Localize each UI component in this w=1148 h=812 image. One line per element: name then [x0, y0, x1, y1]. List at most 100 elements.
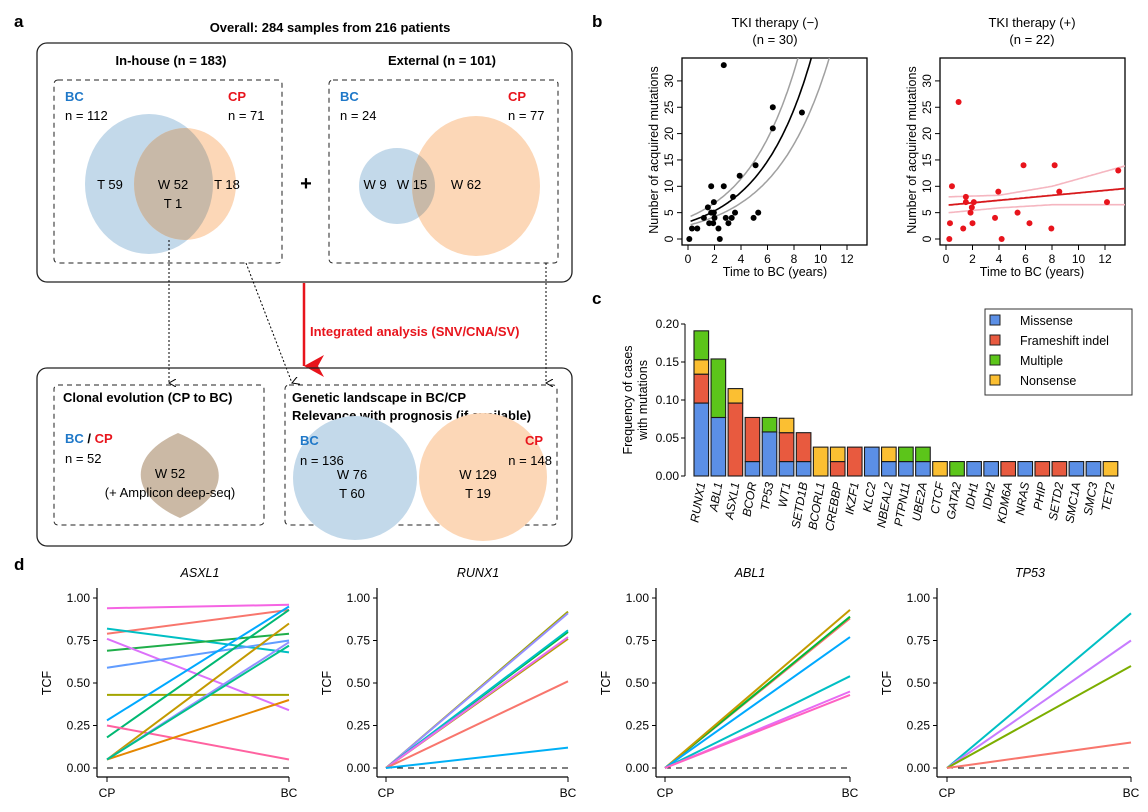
plot-title: ASXL1 [180, 566, 220, 580]
y-axis-label-line2: with mutations [636, 360, 650, 441]
data-point [730, 193, 737, 200]
plot-title: TKI therapy (−) [731, 15, 818, 30]
tcf-line [946, 665, 1132, 769]
data-point [732, 209, 739, 216]
y-axis-label-line1: Frequency of cases [621, 345, 635, 454]
tcf-plot-d-runx1: RUNX1 0.00 0.25 0.50 0.75 1.00 TCF CP BC [320, 566, 577, 800]
y-tick-label: 1.00 [907, 591, 931, 605]
scatter-plot-b-left: TKI therapy (−) (n = 30) 0 2 4 6 8 10 12 0 5 10 15 20… [647, 15, 868, 279]
data-point [722, 214, 729, 221]
x-tick-label: 10 [814, 252, 828, 266]
data-point [946, 236, 953, 242]
legend-label: Missense [1020, 314, 1073, 328]
inhouse-cp-label: CP [228, 89, 246, 104]
y-tick-label: 0.50 [626, 676, 650, 690]
bar-segment-missense [693, 402, 710, 477]
y-tick-label: 25 [920, 100, 934, 114]
y-tick-label: 0 [662, 235, 676, 242]
fit-line [690, 58, 813, 223]
y-tick-label: 0.75 [907, 634, 931, 648]
tcf-line [946, 639, 1132, 769]
x-tick-label: 0 [685, 252, 692, 266]
plot-title: TKI therapy (+) [988, 15, 1075, 30]
bar-segment-frameshift-indel [829, 461, 846, 477]
tcf-plot-d-abl1: ABL1 0.00 0.25 0.50 0.75 1.00 TCF CP BC [599, 566, 859, 800]
y-tick-label: 30 [662, 74, 676, 88]
data-point [736, 172, 743, 179]
tcf-line [106, 605, 290, 722]
landscape-cp-circle [419, 413, 547, 541]
external-cp-circle [412, 116, 540, 256]
y-tick-label: 10 [662, 179, 676, 193]
plot-subtitle: (n = 22) [1009, 32, 1054, 47]
y-tick-label: 0.20 [656, 317, 680, 331]
bar-segment-missense [1017, 461, 1034, 477]
data-point [1051, 162, 1058, 169]
panel-a-diagram: Overall: 284 samples from 216 patients I… [36, 20, 573, 547]
bar-segment-nonsense [1102, 461, 1119, 477]
landscape-dashed-box [284, 384, 558, 526]
tcf-line [946, 741, 1132, 769]
clonal-dashed-box [53, 384, 265, 526]
data-point [1020, 162, 1027, 169]
data-point [715, 225, 722, 232]
data-point [1115, 167, 1122, 174]
legend-swatch [989, 374, 1001, 386]
y-axis-label: TCF [40, 670, 54, 695]
panel-label-c: c [592, 289, 601, 308]
bar-segment-missense [898, 461, 914, 477]
category-label: RUNX1 [687, 481, 708, 524]
fit-lines [948, 165, 1125, 214]
y-tick-label: 0.00 [907, 761, 931, 775]
x-tick-label: 6 [1022, 252, 1029, 266]
plot-title: RUNX1 [457, 566, 499, 580]
x-axis-label: Time to BC (years) [723, 265, 827, 279]
legend-swatch [989, 354, 1001, 366]
y-tick-label: 0.25 [347, 719, 371, 733]
landscape-bc-label: BC [300, 433, 319, 448]
data-point [700, 214, 707, 221]
data-point [725, 220, 732, 227]
category-label: KLC2 [860, 481, 879, 513]
category-label: SMC3 [1081, 481, 1101, 517]
tcf-line [664, 675, 851, 769]
clonal-n: n = 52 [65, 451, 102, 466]
y-tick-label: 1.00 [626, 591, 650, 605]
data-point [955, 98, 962, 105]
bar-segment-missense [880, 461, 897, 477]
landscape-cp-w: W 129 [459, 467, 497, 482]
bar-segment-frameshift-indel [1034, 461, 1051, 477]
data-point [962, 193, 969, 200]
data-point [962, 199, 969, 206]
y-tick-label: 5 [662, 209, 676, 216]
bar-segment-frameshift-indel [693, 373, 710, 404]
y-tick-label: 0.00 [67, 761, 91, 775]
category-label: CTCF [928, 480, 947, 515]
bar-segment-nonsense [693, 359, 710, 375]
x-tick-label: 4 [996, 252, 1003, 266]
tcf-line [106, 644, 290, 761]
tcf-line [106, 603, 290, 610]
bar-segment-nonsense [812, 446, 829, 477]
data-point [708, 183, 715, 190]
tcf-line [946, 612, 1132, 769]
category-label: GATA2 [944, 481, 964, 521]
category-label: IDH2 [980, 481, 999, 511]
data-point [711, 214, 718, 221]
inhouse-cp-n: n = 71 [228, 108, 265, 123]
tcf-line [385, 636, 569, 769]
tcf-line [106, 608, 290, 635]
scatter-plot-b-right: TKI therapy (+) (n = 22) 0 2 4 6 8 10 12 0 5 10 15 20… [905, 15, 1126, 279]
landscape-cp-t: T 19 [465, 486, 491, 501]
data-point [1103, 199, 1110, 206]
category-label: TET2 [1099, 481, 1118, 513]
y-tick-label: 25 [662, 100, 676, 114]
x-tick-label: 8 [791, 252, 798, 266]
bar-segment-nonsense [932, 461, 948, 477]
x-tick-label: CP [99, 786, 116, 800]
tcf-line [106, 699, 290, 761]
legend-swatch [989, 334, 1001, 346]
y-tick-label: 0.50 [907, 676, 931, 690]
y-axis-label: TCF [599, 670, 613, 695]
plus-sign: + [300, 173, 312, 195]
